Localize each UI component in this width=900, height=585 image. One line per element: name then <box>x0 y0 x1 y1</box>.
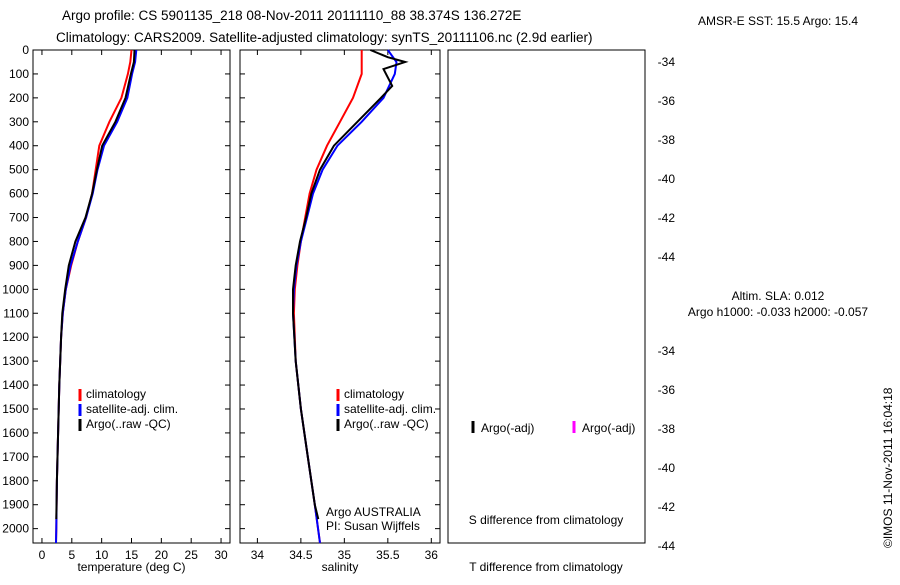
x-tick-label: 5 <box>68 548 75 562</box>
lat-tick-label: -34 <box>658 344 676 358</box>
sla-map-title-1: Altim. SLA: 0.012 <box>732 289 825 303</box>
x-tick-label: 0 <box>39 548 46 562</box>
y-tick-label: 1400 <box>2 378 29 392</box>
sla-lat-tick-labels: -34 -36 -38 -40 -42 -44 <box>658 344 676 553</box>
y-tick-label: 600 <box>9 187 29 201</box>
plot-frame <box>447 49 646 544</box>
title-line-2: Climatology: CARS2009. Satellite-adjuste… <box>56 30 593 45</box>
x-tick-label: 36 <box>425 548 439 562</box>
panel-salinity: 34 34.5 35 35.5 36 salinity climatologysatelli… <box>239 49 441 574</box>
y-tick-label: 900 <box>9 258 29 272</box>
s-axis-label: S difference from climatology <box>469 513 624 527</box>
y-tick-label: 2000 <box>2 522 29 536</box>
y-tick-label: 1900 <box>2 498 29 512</box>
series-line <box>292 49 409 520</box>
x-tick-label: 34.5 <box>289 548 313 562</box>
lat-tick-label: -40 <box>658 461 676 475</box>
profile-panels: 0100200300400500600700800900100011001200… <box>2 43 646 574</box>
lat-tick-label: -36 <box>658 94 676 108</box>
lat-tick-label: -44 <box>658 250 676 264</box>
series-line <box>55 49 138 544</box>
y-tick-label: 1600 <box>2 426 29 440</box>
y-tick-label: 700 <box>9 211 29 225</box>
x-tick-label: 30 <box>214 548 228 562</box>
x-tick-label: 15 <box>125 548 139 562</box>
y-tick-label: 1000 <box>2 282 29 296</box>
legend-label: satellite-adj. clim. <box>344 402 436 416</box>
y-tick-label: 500 <box>9 163 29 177</box>
title-line-1: Argo profile: CS 5901135_218 08-Nov-2011… <box>62 8 521 23</box>
y-tick-label: 300 <box>9 115 29 129</box>
lat-tick-label: -44 <box>658 539 676 553</box>
x-tick-label: 35 <box>338 548 352 562</box>
lat-tick-label: -36 <box>658 383 676 397</box>
x-axis-label: temperature (deg C) <box>77 560 185 574</box>
series-line <box>292 50 363 544</box>
y-tick-label: 1200 <box>2 330 29 344</box>
series-line <box>55 49 136 520</box>
x-tick-label: 25 <box>185 548 199 562</box>
lat-tick-label: -40 <box>658 172 676 186</box>
y-tick-label: 1500 <box>2 402 29 416</box>
y-tick-label: 100 <box>9 67 29 81</box>
lat-tick-label: -42 <box>658 500 676 514</box>
y-tick-label: 200 <box>9 91 29 105</box>
sla-map-title-2: Argo h1000: -0.033 h2000: -0.057 <box>688 305 868 319</box>
legend-label: climatology <box>344 387 404 401</box>
x-tick-label: 10 <box>95 548 109 562</box>
x-tick-label: 35.5 <box>376 548 400 562</box>
panel-difference <box>447 49 646 544</box>
y-tick-label: 1100 <box>3 306 29 320</box>
legend-label: climatology <box>86 387 146 401</box>
series-line <box>291 49 398 544</box>
annotation-text: Argo AUSTRALIA <box>326 505 421 519</box>
annotation-text: PI: Susan Wijffels <box>326 519 420 533</box>
x-axis-label: salinity <box>322 560 359 574</box>
lat-tick-label: -38 <box>658 422 676 436</box>
y-tick-label: 800 <box>9 234 29 248</box>
y-tick-label: 1700 <box>2 450 29 464</box>
lat-tick-label: -42 <box>658 211 676 225</box>
y-tick-label: 400 <box>9 139 29 153</box>
x-tick-label: 34 <box>251 548 265 562</box>
legend-label-s-argo: Argo(-adj) <box>582 421 635 435</box>
legend-label: satellite-adj. clim. <box>86 402 178 416</box>
t-axis-label: T difference from climatology <box>469 560 623 574</box>
sst-lat-tick-labels: -34 -36 -38 -40 -42 -44 <box>658 55 676 264</box>
legend-label-t-argo: Argo(-adj) <box>481 421 534 435</box>
legend-label: Argo(..raw -QC) <box>344 417 429 431</box>
legend-label: Argo(..raw -QC) <box>86 417 171 431</box>
plot-frame <box>239 49 441 544</box>
x-tick-label: 20 <box>155 548 169 562</box>
panel-temperature: 0100200300400500600700800900100011001200… <box>2 43 231 574</box>
y-tick-label: 1300 <box>2 354 29 368</box>
lat-tick-label: -34 <box>658 55 676 69</box>
y-tick-label: 0 <box>22 43 29 57</box>
sst-map-title: AMSR-E SST: 15.5 Argo: 15.4 <box>698 14 858 28</box>
difference-panel-labels: S difference from climatology T differen… <box>469 421 635 574</box>
y-tick-label: 1800 <box>2 474 29 488</box>
series-line <box>55 49 133 544</box>
plot-frame <box>32 49 231 544</box>
credit-text: ©IMOS 11-Nov-2011 16:04:18 <box>881 387 895 548</box>
lat-tick-label: -38 <box>658 133 676 147</box>
